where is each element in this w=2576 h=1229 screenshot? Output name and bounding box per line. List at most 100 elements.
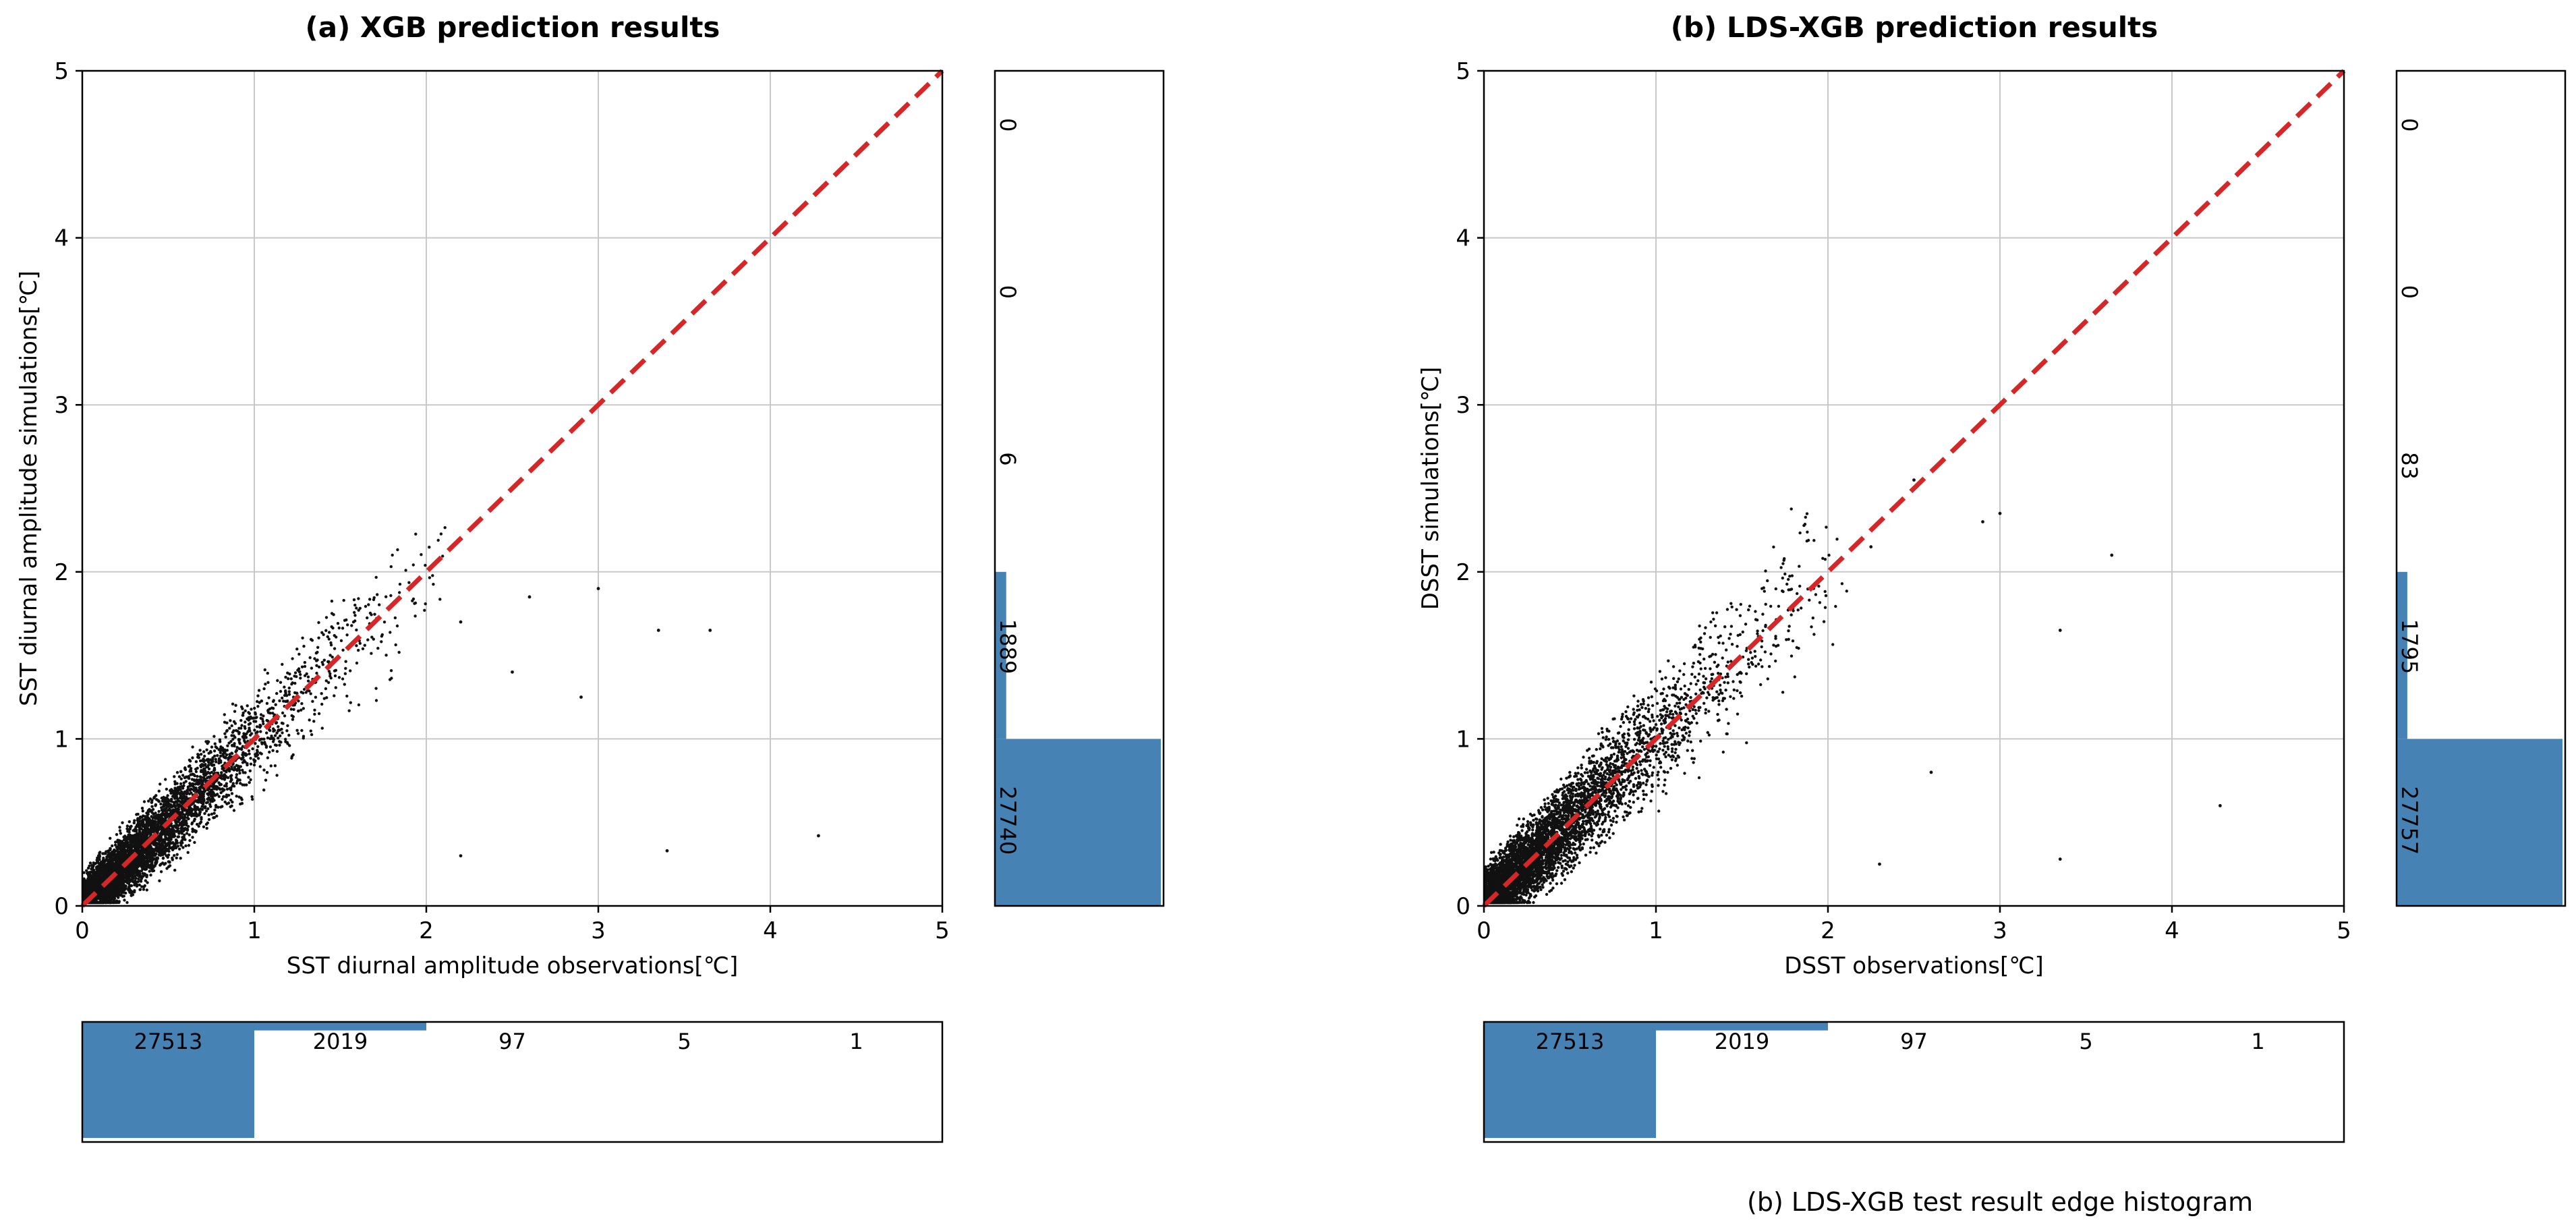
scatter-point bbox=[302, 687, 306, 691]
scatter-point bbox=[393, 616, 397, 620]
scatter-point bbox=[292, 708, 295, 712]
scatter-point bbox=[314, 695, 318, 699]
scatter-point bbox=[374, 699, 378, 702]
scatter-point bbox=[250, 708, 253, 711]
scatter-point bbox=[370, 635, 374, 639]
scatter-point bbox=[188, 833, 191, 836]
scatter-point bbox=[230, 751, 234, 755]
scatter-point bbox=[256, 699, 259, 704]
scatter-point bbox=[188, 782, 192, 785]
scatter-point bbox=[293, 671, 297, 675]
scatter-point bbox=[258, 765, 262, 768]
scatter-point bbox=[190, 770, 193, 773]
scatter-point bbox=[157, 842, 161, 845]
scatter-point bbox=[262, 714, 265, 718]
scatter-point bbox=[238, 742, 241, 745]
scatter-point bbox=[306, 679, 310, 683]
scatter-point bbox=[221, 805, 224, 808]
scatter-point bbox=[230, 724, 233, 728]
scatter-point bbox=[256, 694, 260, 697]
scatter-point bbox=[384, 595, 388, 598]
scatter-point bbox=[260, 737, 264, 741]
scatter-point bbox=[178, 793, 182, 796]
scatter-point bbox=[247, 749, 251, 753]
scatter-point bbox=[235, 745, 239, 749]
scatter-point bbox=[254, 712, 257, 716]
scatter-point bbox=[116, 847, 119, 851]
scatter-point bbox=[210, 760, 214, 763]
scatter-point bbox=[268, 728, 271, 732]
scatter-point bbox=[138, 883, 141, 887]
scatter-point bbox=[287, 733, 291, 737]
scatter-point bbox=[349, 669, 352, 673]
scatter-point bbox=[174, 830, 177, 833]
scatter-point bbox=[389, 594, 393, 598]
scatter-point bbox=[209, 805, 212, 808]
scatter-point bbox=[256, 730, 259, 734]
scatter-point bbox=[213, 808, 217, 812]
scatter-point bbox=[188, 758, 192, 762]
scatter-point bbox=[193, 804, 196, 807]
scatter-point bbox=[201, 763, 204, 766]
scatter-point bbox=[296, 732, 300, 735]
scatter-point bbox=[231, 800, 234, 804]
scatter-point bbox=[295, 648, 299, 651]
scatter-point bbox=[231, 743, 234, 747]
scatter-point bbox=[118, 829, 122, 832]
scatter-point bbox=[225, 728, 229, 733]
scatter-point bbox=[198, 775, 202, 778]
scatter-point bbox=[252, 720, 256, 723]
scatter-point bbox=[287, 690, 291, 693]
scatter-point bbox=[144, 859, 147, 863]
scatter-point bbox=[98, 851, 102, 854]
scatter-point bbox=[241, 751, 245, 754]
scatter-point bbox=[127, 884, 132, 888]
scatter-point bbox=[118, 871, 122, 875]
scatter-point bbox=[303, 660, 307, 664]
scatter-point bbox=[140, 853, 143, 857]
scatter-point bbox=[290, 756, 293, 760]
scatter-point bbox=[300, 728, 304, 733]
scatter-point bbox=[320, 692, 323, 695]
scatter-point bbox=[432, 583, 435, 586]
scatter-point bbox=[175, 807, 178, 811]
scatter-point bbox=[189, 773, 192, 776]
scatter-point bbox=[284, 689, 287, 693]
scatter-point bbox=[163, 818, 167, 822]
scatter-point bbox=[223, 800, 227, 804]
scatter-point bbox=[175, 839, 179, 842]
scatter-point bbox=[212, 811, 216, 815]
scatter-point bbox=[243, 739, 246, 743]
scatter-point bbox=[215, 746, 219, 750]
scatter-point bbox=[194, 770, 198, 774]
scatter-point bbox=[275, 691, 279, 695]
scatter-point bbox=[125, 824, 130, 828]
scatter-point bbox=[203, 811, 206, 816]
scatter-point bbox=[169, 789, 172, 793]
scatter-point bbox=[205, 748, 208, 751]
scatter-point bbox=[183, 776, 186, 780]
scatter-point bbox=[265, 771, 269, 774]
scatter-point bbox=[207, 813, 210, 817]
scatter-point bbox=[302, 707, 306, 710]
scatter-point bbox=[248, 752, 251, 755]
scatter-point bbox=[297, 670, 301, 674]
scatter-point bbox=[126, 837, 130, 841]
scatter-point bbox=[221, 767, 224, 770]
scatter-point bbox=[121, 821, 124, 824]
scatter-point bbox=[175, 853, 179, 857]
scatter-point bbox=[162, 799, 165, 803]
scatter-point bbox=[142, 885, 146, 888]
scatter-point bbox=[101, 860, 105, 863]
scatter-point bbox=[152, 824, 155, 828]
scatter-point bbox=[118, 826, 121, 829]
scatter-point bbox=[244, 753, 247, 757]
scatter-point bbox=[389, 669, 393, 673]
scatter-point bbox=[302, 737, 305, 740]
scatter-point bbox=[142, 888, 146, 891]
scatter-point bbox=[353, 610, 356, 614]
scatter-point bbox=[146, 858, 149, 861]
scatter-point bbox=[234, 750, 237, 753]
scatter-point bbox=[297, 710, 300, 713]
scatter-point bbox=[200, 816, 203, 820]
